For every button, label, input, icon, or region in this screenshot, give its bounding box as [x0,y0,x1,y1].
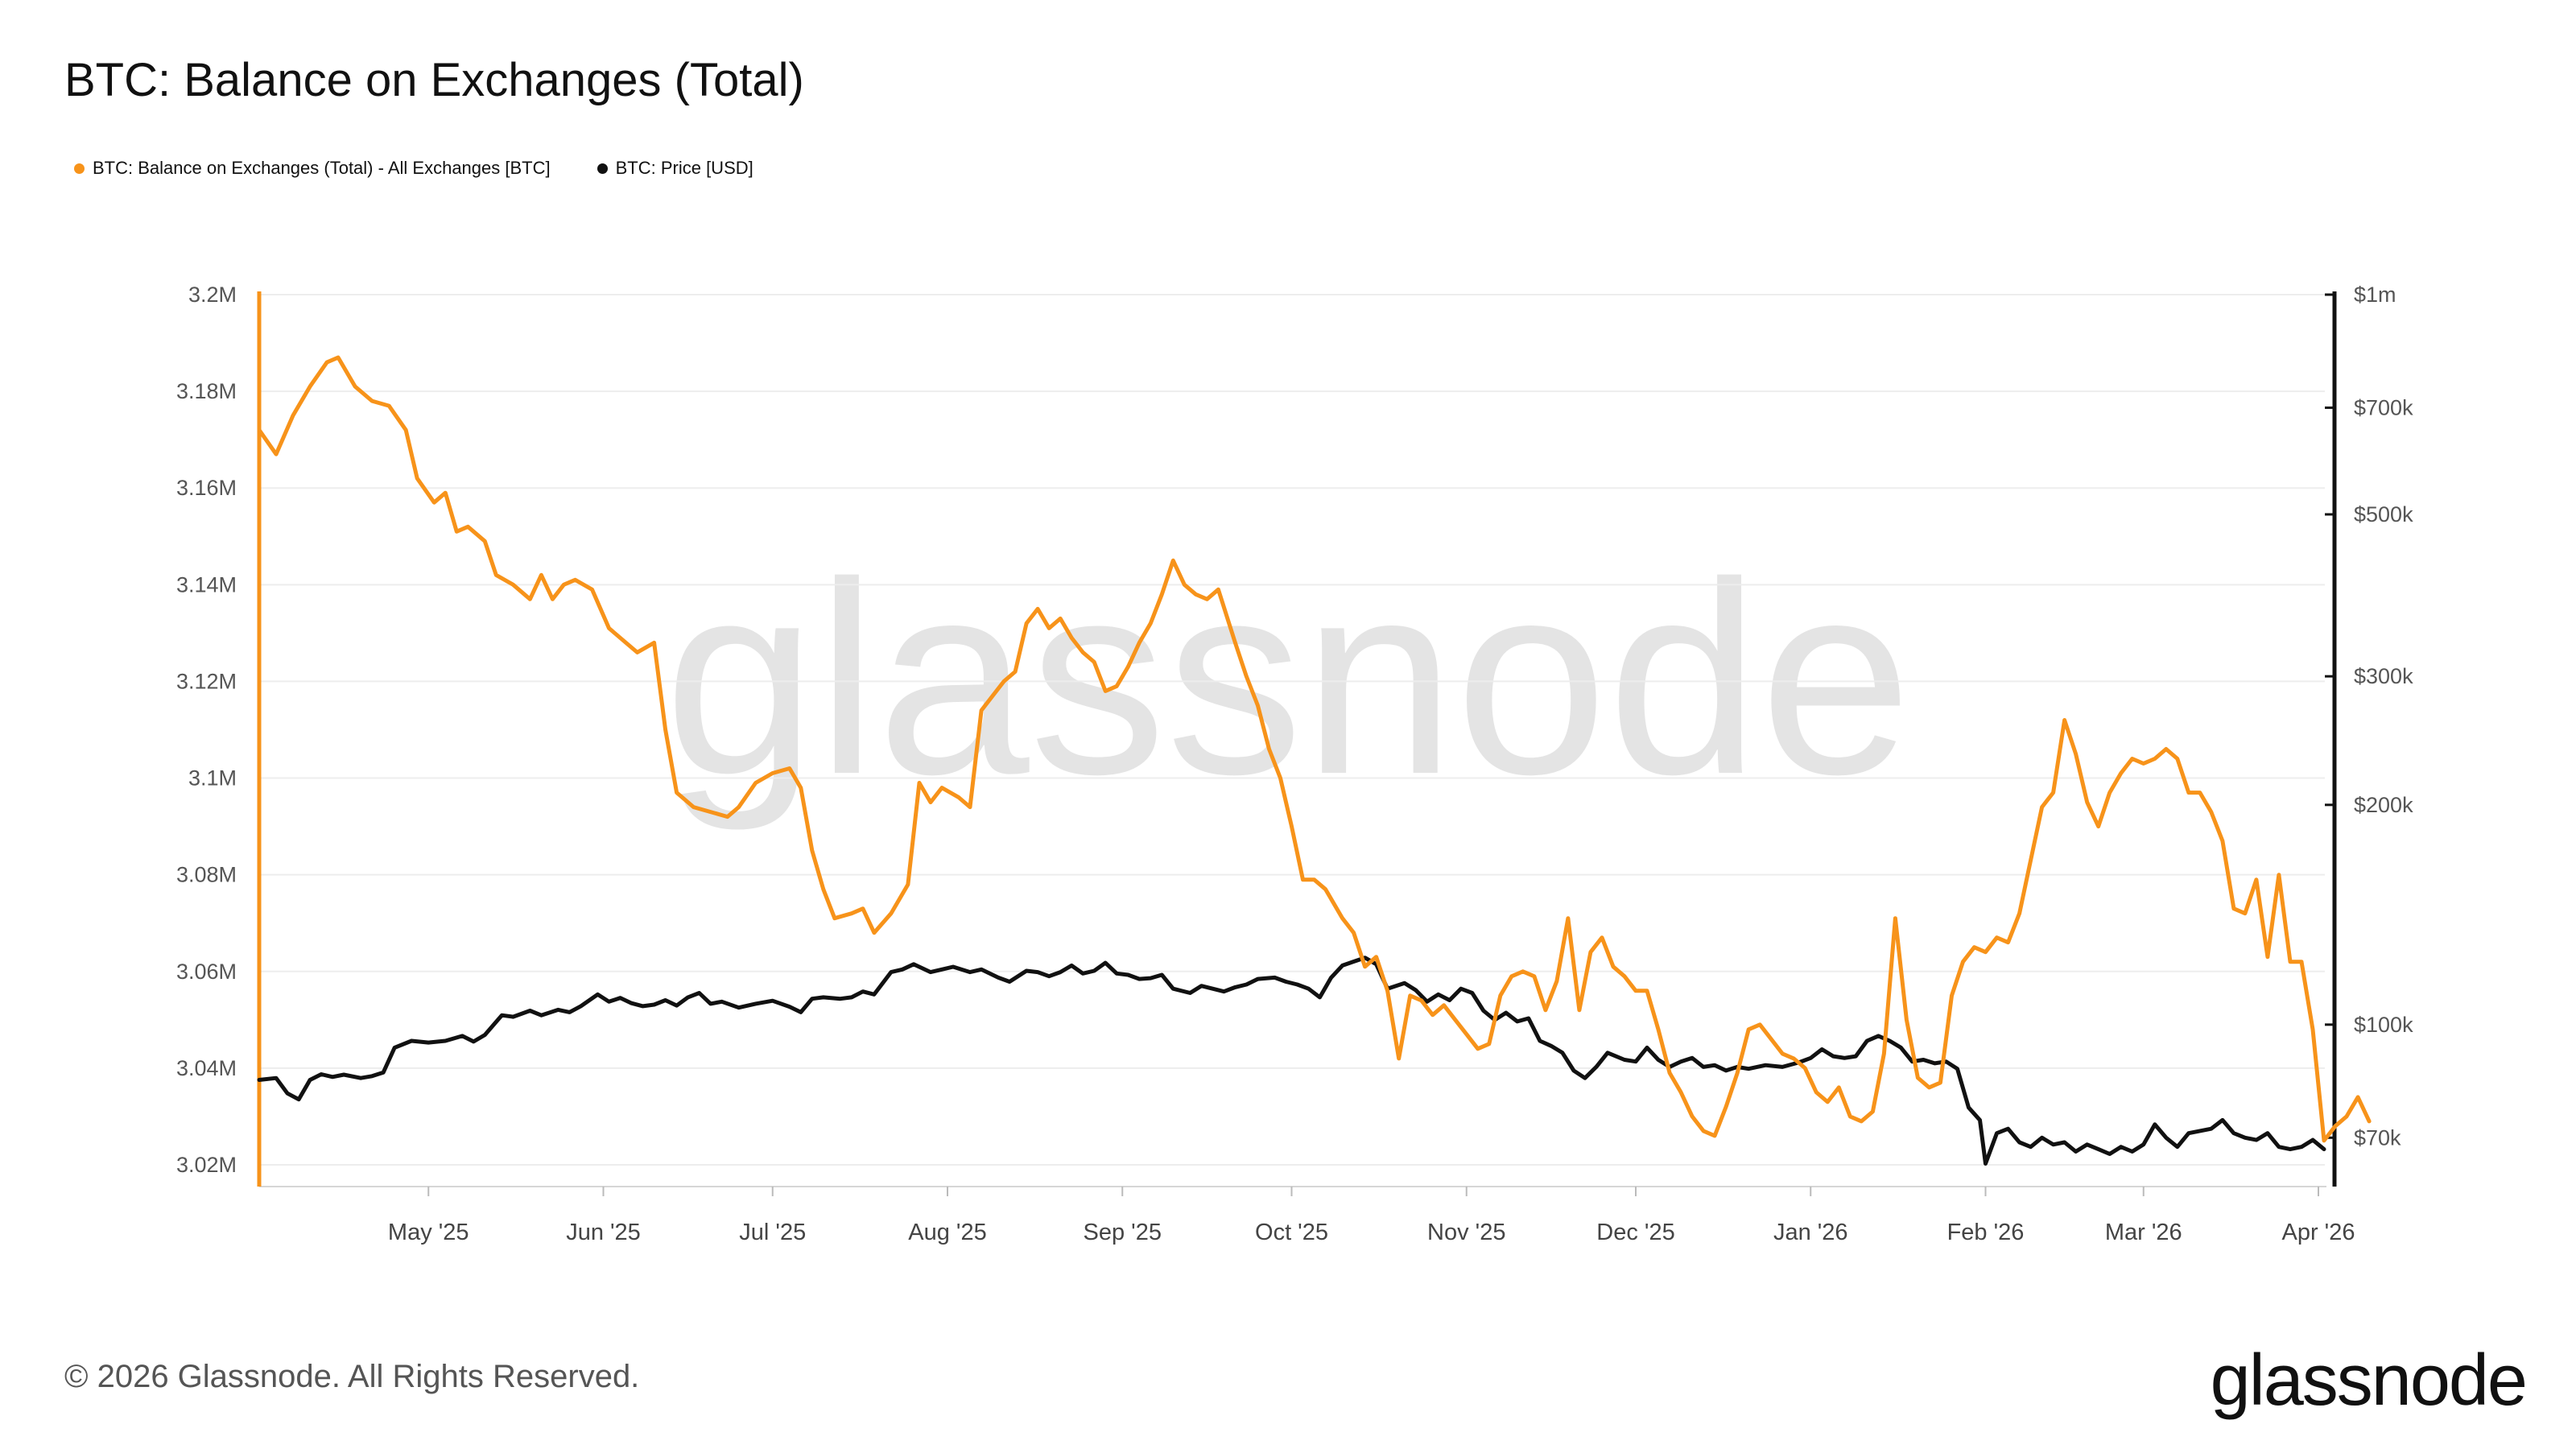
chart-title: BTC: Balance on Exchanges (Total) [64,54,804,106]
x-axis-tick-label: Feb '26 [1947,1220,2025,1245]
legend-dot-price [597,163,608,174]
left-axis-tick-label: 3.12M [176,669,237,693]
left-axis-tick-label: 3.04M [176,1056,237,1080]
x-axis-tick-label: Aug '25 [908,1220,986,1245]
series-lines [257,355,2372,1166]
x-axis-tick-label: May '25 [388,1220,469,1245]
right-axis-tick-label: $200k [2354,793,2413,817]
legend-item-price[interactable]: BTC: Price [USD] [597,158,753,179]
left-axis-tick-label: 3.14M [176,572,237,597]
grid-lines [259,294,2325,1166]
x-axis-tick-label: Sep '25 [1084,1220,1162,1245]
x-axis-tick-label: Dec '25 [1596,1220,1674,1245]
legend-label-balance: BTC: Balance on Exchanges (Total) - All … [93,158,551,178]
left-axis-tick-label: 3.18M [176,379,237,403]
left-axis-tick-label: 3.16M [176,476,237,500]
left-axis-tick-label: 3.02M [176,1153,237,1177]
legend-dot-balance [74,163,85,174]
left-axis-tick-label: 3.2M [188,283,237,307]
chart-legend: BTC: Balance on Exchanges (Total) - All … [74,158,753,179]
x-axis-tick-label: Nov '25 [1427,1220,1505,1245]
right-axis-tick-label: $100k [2354,1013,2413,1037]
x-axis-tick-label: Mar '26 [2105,1220,2182,1245]
glassnode-logo[interactable]: glassnode [2210,1340,2528,1421]
left-axis-tick-label: 3.08M [176,863,237,887]
x-axis-tick-label: Apr '26 [2282,1220,2355,1245]
copyright-footer: © 2026 Glassnode. All Rights Reserved. [64,1359,640,1394]
x-axis-tick-label: Oct '25 [1255,1220,1328,1245]
balance-series-line [257,355,2372,1143]
left-axis-tick-label: 3.1M [188,766,237,791]
left-axis-ticks: 3.2M 3.18M 3.16M 3.14M 3.12M 3.1M 3.08M 3.06M 3.… [176,283,237,1177]
price-series-line [257,956,2326,1166]
legend-item-balance[interactable]: BTC: Balance on Exchanges (Total) - All … [74,158,551,179]
right-axis-tick-label: $700k [2354,395,2413,419]
glassnode-watermark: glassnode [664,526,1912,832]
x-axis-tick-label: Jun '25 [566,1220,641,1245]
x-axis-tick-label: Jan '26 [1773,1220,1848,1245]
right-axis-tick-label: $1m [2354,283,2396,307]
right-axis-ticks: $1m $700k $500k $300k $200k $100k $70k [2325,283,2413,1150]
right-axis-tick-label: $500k [2354,502,2413,526]
x-axis-ticks: May '25 Jun '25 Jul '25 Aug '25 Sep '25 Oct '… [388,1187,2355,1245]
legend-label-price: BTC: Price [USD] [615,158,753,178]
x-axis-tick-label: Jul '25 [739,1220,806,1245]
left-axis-tick-label: 3.06M [176,960,237,984]
right-axis-tick-label: $70k [2354,1125,2401,1150]
right-axis-tick-label: $300k [2354,664,2413,688]
